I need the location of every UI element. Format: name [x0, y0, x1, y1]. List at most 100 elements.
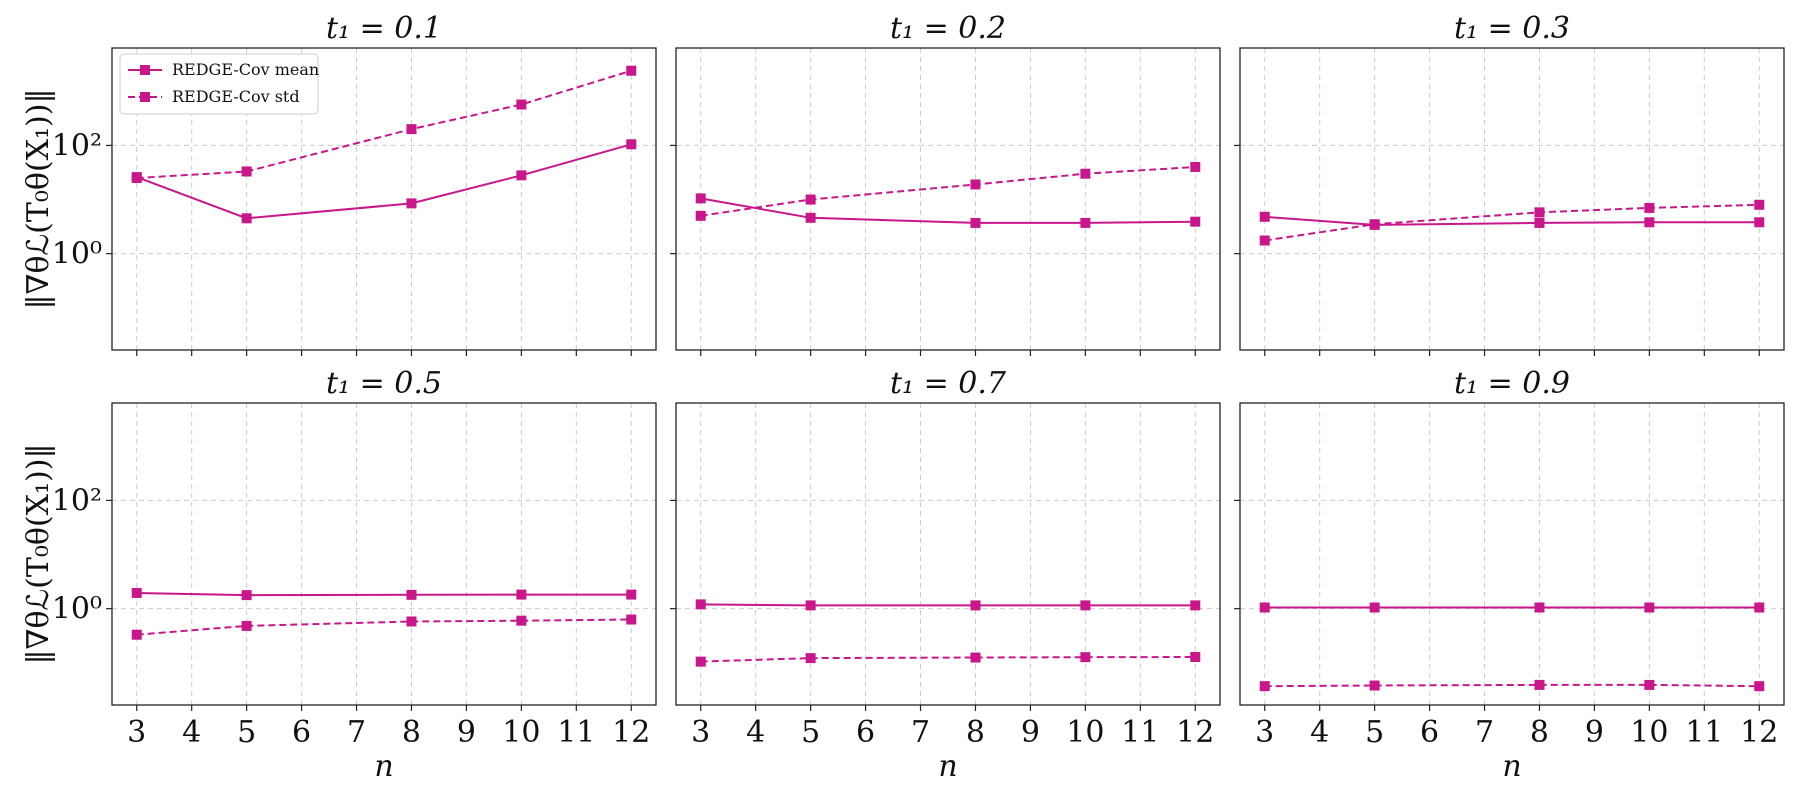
- data-point-std: [626, 614, 637, 625]
- x-tick-label: 9: [457, 715, 476, 750]
- plot-frame: [675, 47, 1221, 351]
- data-point-mean: [1754, 217, 1765, 228]
- x-tick-label: 10: [1066, 715, 1104, 750]
- x-tick-label: 6: [856, 715, 875, 750]
- plot-frame: [675, 402, 1221, 706]
- data-point-mean: [805, 600, 816, 611]
- y-tick-label: 10²: [52, 128, 102, 163]
- legend-label: REDGE-Cov std: [172, 87, 300, 106]
- x-tick-label: 3: [691, 715, 710, 750]
- data-point-std: [1754, 199, 1765, 210]
- panel-title: t₁ = 0.9: [1454, 366, 1570, 401]
- data-point-mean: [1259, 211, 1270, 222]
- x-axis-label: n: [938, 749, 957, 784]
- data-point-std: [516, 99, 527, 110]
- x-tick-label: 8: [402, 715, 421, 750]
- x-tick-label: 5: [1365, 715, 1384, 750]
- data-point-std: [1644, 679, 1655, 690]
- x-tick-label: 10: [1630, 715, 1668, 750]
- data-point-std: [1644, 202, 1655, 213]
- series-line-mean: [1264, 215, 1760, 226]
- y-axis-label: ‖∇θℒ(T₀θ(X₁))‖: [21, 89, 56, 310]
- x-tick-label: 12: [1176, 715, 1214, 750]
- data-point-mean: [1080, 600, 1091, 611]
- plot-frame: [1239, 402, 1785, 706]
- series-line-mean: [700, 603, 1196, 607]
- data-point-mean: [1644, 602, 1655, 613]
- panel-3: t₁ = 0.3: [1234, 11, 1785, 356]
- data-point-std: [516, 615, 527, 626]
- x-tick-label: 4: [746, 715, 765, 750]
- x-tick-label: 8: [1530, 715, 1549, 750]
- y-tick-label: 10²: [52, 483, 102, 518]
- data-point-mean: [241, 213, 252, 224]
- x-tick-label: 4: [182, 715, 201, 750]
- data-point-mean: [1754, 602, 1765, 613]
- data-point-std: [1080, 168, 1091, 179]
- panel-4: 3 4 5 6 7 8 9 10 11 12 10⁰ 10² t₁ = 0.5 n ‖∇θℒ(T₀θ(X₁)…: [21, 366, 657, 784]
- x-tick-label: 8: [966, 715, 985, 750]
- data-point-mean: [805, 212, 816, 223]
- panel-1: 10⁰ 10² t₁ = 0.1 ‖∇θℒ(T₀θ(X₁))‖ REDGE-Cov me…: [21, 11, 657, 356]
- y-axis-label: ‖∇θℒ(T₀θ(X₁))‖: [21, 444, 56, 665]
- data-point-std: [805, 653, 816, 664]
- panel-title: t₁ = 0.7: [890, 366, 1007, 401]
- series-line-mean: [136, 592, 632, 597]
- data-point-mean: [970, 600, 981, 611]
- data-point-mean: [1259, 602, 1270, 613]
- data-point-mean: [626, 139, 637, 150]
- legend-label: REDGE-Cov mean: [172, 60, 319, 79]
- data-point-std: [131, 173, 142, 184]
- data-point-std: [406, 616, 417, 627]
- x-axis-label: n: [1502, 749, 1521, 784]
- series-line-std: [700, 166, 1196, 217]
- series-line-std: [136, 618, 632, 636]
- data-point-std: [131, 629, 142, 640]
- x-tick-label: 6: [292, 715, 311, 750]
- data-point-std: [695, 210, 706, 221]
- series-line-mean: [136, 143, 632, 220]
- data-point-mean: [626, 589, 637, 600]
- data-point-std: [1369, 219, 1380, 230]
- data-point-mean: [516, 170, 527, 181]
- data-point-mean: [1644, 217, 1655, 228]
- data-point-std: [1259, 681, 1270, 692]
- x-tick-label: 12: [1740, 715, 1778, 750]
- panel-6: 3 4 5 6 7 8 9 10 11 12 t₁ = 0.9 n: [1234, 366, 1785, 784]
- data-point-std: [970, 179, 981, 190]
- x-tick-label: 6: [1420, 715, 1439, 750]
- data-point-mean: [695, 193, 706, 204]
- x-tick-label: 9: [1021, 715, 1040, 750]
- legend-marker: [140, 92, 150, 102]
- x-tick-label: 3: [1255, 715, 1274, 750]
- panel-2: t₁ = 0.2: [670, 11, 1221, 356]
- panel-title: t₁ = 0.3: [1454, 11, 1570, 46]
- x-axis-label: n: [374, 749, 393, 784]
- data-point-std: [1259, 235, 1270, 246]
- x-tick-label: 7: [1475, 715, 1494, 750]
- data-point-std: [1534, 207, 1545, 218]
- data-point-mean: [516, 589, 527, 600]
- data-point-mean: [241, 590, 252, 601]
- data-point-std: [1190, 651, 1201, 662]
- plot-frame: [111, 402, 657, 706]
- x-tick-label: 11: [1121, 715, 1159, 750]
- data-point-std: [241, 620, 252, 631]
- data-point-std: [1369, 680, 1380, 691]
- data-point-std: [695, 656, 706, 667]
- series-line-std: [700, 656, 1196, 663]
- data-point-std: [1190, 161, 1201, 172]
- x-tick-label: 7: [347, 715, 366, 750]
- data-point-mean: [1534, 602, 1545, 613]
- x-tick-label: 5: [237, 715, 256, 750]
- x-tick-label: 7: [911, 715, 930, 750]
- data-point-mean: [406, 198, 417, 209]
- x-tick-label: 5: [801, 715, 820, 750]
- data-point-mean: [1190, 600, 1201, 611]
- plot-frame: [111, 47, 657, 351]
- series-line-mean: [700, 197, 1196, 224]
- series-line-std: [1264, 683, 1760, 688]
- plot-frame: [1239, 47, 1785, 351]
- x-tick-label: 12: [612, 715, 650, 750]
